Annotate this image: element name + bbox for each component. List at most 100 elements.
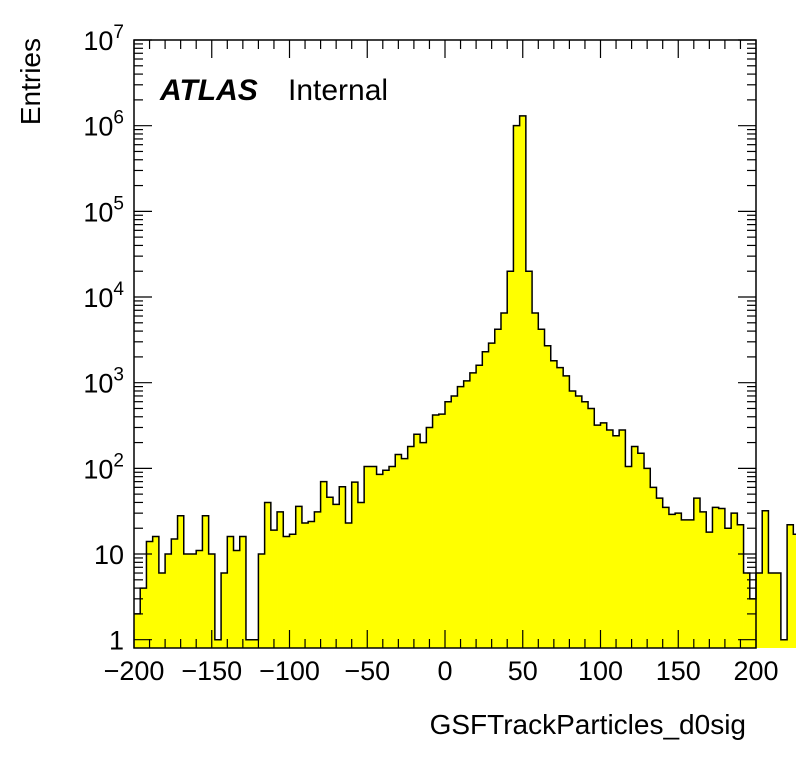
- histogram-bar: [693, 498, 701, 648]
- x-tick-label: 100: [578, 656, 623, 686]
- x-tick-label: 150: [656, 656, 701, 686]
- histogram-bars: [134, 115, 796, 649]
- histogram-bar: [762, 510, 769, 648]
- histogram-bar: [619, 430, 626, 648]
- x-tick-labels: −200 −150 −100 −50 0 50 100 150 200: [104, 656, 779, 686]
- y-tick-labels: 1 10 102 103 104 105 106 107: [83, 22, 124, 656]
- histogram-bar: [513, 125, 521, 649]
- histogram-bar: [756, 573, 763, 648]
- histogram-bar: [476, 365, 483, 648]
- histogram-bar: [233, 550, 241, 648]
- histogram-bar: [637, 453, 645, 648]
- histogram-bar: [277, 511, 284, 648]
- histogram-bar: [575, 395, 583, 648]
- histogram-bar: [134, 613, 141, 648]
- histogram-bar: [426, 427, 433, 648]
- histogram-bar: [600, 422, 608, 648]
- histogram-bar: [662, 507, 670, 648]
- histogram-bar: [158, 573, 166, 648]
- histogram-bar: [656, 498, 664, 648]
- histogram-bar: [264, 502, 272, 648]
- histogram-bar: [413, 434, 421, 648]
- histogram-bar: [407, 446, 415, 648]
- histogram-bar: [376, 474, 384, 648]
- y-axis-title: Entries: [15, 38, 46, 125]
- histogram-bar: [644, 468, 651, 648]
- histogram-bar: [724, 528, 732, 648]
- histogram-bar: [532, 313, 539, 648]
- x-tick-label: 0: [437, 656, 452, 686]
- histogram-bar: [482, 351, 489, 648]
- histogram-bar: [507, 271, 514, 648]
- histogram-bar: [793, 534, 796, 648]
- y-tick-label: 105: [83, 193, 124, 227]
- histogram-bar: [687, 519, 695, 648]
- histogram-bar: [544, 345, 552, 648]
- histogram-bar: [780, 639, 788, 648]
- histogram-bar: [525, 271, 533, 648]
- histogram-bar: [519, 115, 527, 648]
- histogram-bar: [239, 536, 247, 648]
- histogram-bar: [737, 524, 744, 648]
- histogram-bar: [171, 538, 178, 648]
- histogram-bar: [550, 360, 558, 648]
- histogram-bar: [345, 523, 353, 648]
- histogram-bar: [314, 511, 321, 648]
- histogram-bar: [351, 482, 359, 648]
- histogram-bar: [749, 598, 757, 648]
- histogram-bar: [556, 367, 564, 648]
- histogram-bar: [270, 530, 278, 648]
- histogram-bar: [731, 513, 738, 648]
- x-axis-title: GSFTrackParticles_d0sig: [430, 709, 746, 740]
- histogram-bar: [569, 390, 577, 648]
- histogram-bar: [370, 466, 377, 648]
- histogram-bar: [432, 414, 440, 648]
- histogram-bar: [382, 470, 390, 648]
- y-tick-label: 106: [83, 108, 124, 142]
- histogram-bar: [295, 506, 303, 648]
- histogram-bar: [581, 401, 589, 648]
- histogram-bar: [668, 514, 676, 648]
- histogram-bar: [774, 573, 782, 648]
- histogram-bar: [221, 573, 228, 648]
- atlas-label: ATLAS: [159, 74, 258, 107]
- histogram-bar: [594, 425, 601, 648]
- histogram-bar: [787, 524, 794, 648]
- histogram-bar: [401, 458, 409, 648]
- histogram-bar: [389, 466, 396, 648]
- histogram-bar: [420, 442, 427, 648]
- histogram-bar: [189, 554, 197, 648]
- histogram-bar: [339, 486, 346, 648]
- histogram-bar: [333, 504, 340, 648]
- histogram-bar: [152, 536, 160, 648]
- histogram-bar: [227, 536, 234, 648]
- histogram-bar: [320, 481, 328, 648]
- histogram-bar: [283, 536, 290, 648]
- histogram-bar: [146, 541, 154, 648]
- internal-label: Internal: [288, 74, 388, 107]
- histogram-bar: [631, 446, 639, 648]
- x-tick-label: 50: [508, 656, 538, 686]
- histogram-bar: [451, 395, 458, 648]
- histogram-bar: [650, 487, 657, 648]
- histogram-bar: [700, 511, 707, 648]
- histogram-bar: [500, 313, 508, 648]
- y-tick-label: 1: [109, 626, 124, 656]
- histogram-bar: [612, 435, 620, 648]
- histogram-bar: [718, 508, 726, 648]
- histogram-bar: [625, 466, 632, 648]
- axis-ticks: [133, 39, 757, 648]
- histogram-bar: [395, 454, 402, 648]
- x-tick-label: −100: [259, 656, 320, 686]
- histogram-bar: [183, 554, 191, 648]
- histogram-bar: [326, 497, 334, 648]
- histogram-bar: [681, 519, 688, 648]
- histogram-bar: [588, 408, 595, 648]
- histogram-bar: [706, 532, 713, 648]
- histogram-bar: [301, 523, 309, 648]
- histogram-bar: [438, 414, 446, 648]
- x-tick-label: 200: [733, 656, 778, 686]
- histogram-bar: [538, 329, 545, 648]
- histogram-bar: [308, 521, 315, 648]
